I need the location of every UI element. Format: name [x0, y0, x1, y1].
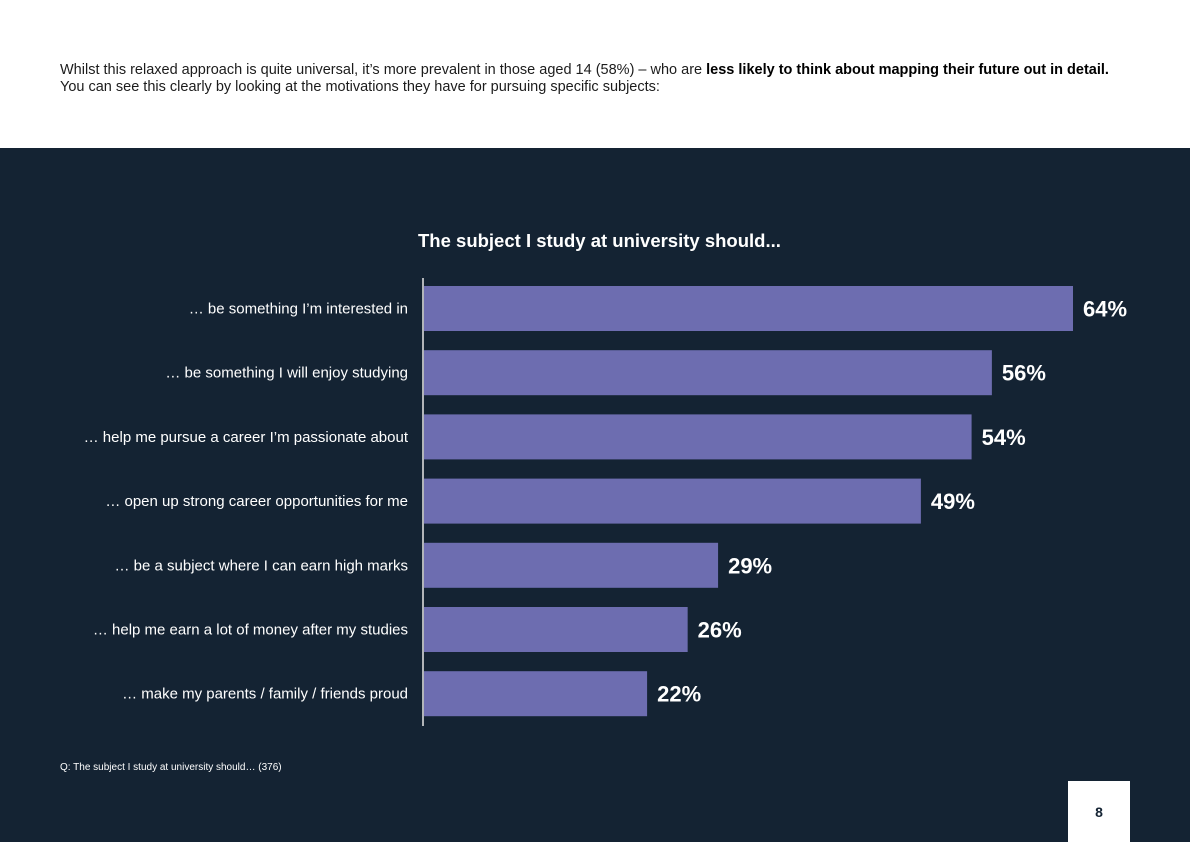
bar	[424, 542, 719, 588]
category-label: … help me earn a lot of money after my s…	[93, 622, 408, 639]
intro-text-line2: You can see this clearly by looking at t…	[60, 79, 660, 95]
intro-bold-text: less likely to think about mapping their…	[706, 62, 1109, 78]
value-label: 26%	[698, 618, 742, 643]
bar	[424, 478, 921, 524]
value-label: 56%	[1002, 361, 1046, 386]
value-label: 54%	[982, 425, 1026, 450]
intro-text: Whilst this relaxed approach is quite un…	[60, 62, 707, 78]
category-label: … open up strong career opportunities fo…	[105, 493, 408, 510]
category-label: … be something I will enjoy studying	[165, 365, 408, 382]
intro-paragraph: Whilst this relaxed approach is quite un…	[60, 62, 1140, 96]
value-label: 22%	[657, 682, 701, 707]
bar	[424, 607, 688, 652]
value-label: 64%	[1083, 297, 1127, 322]
value-label: 29%	[728, 553, 772, 578]
bar	[424, 286, 1073, 331]
bar	[424, 350, 992, 396]
category-label: … help me pursue a career I’m passionate…	[84, 429, 409, 446]
bar	[424, 671, 648, 717]
category-label: … be a subject where I can earn high mar…	[115, 557, 408, 574]
chart-title: The subject I study at university should…	[418, 230, 781, 251]
page-number: 8	[1095, 803, 1103, 820]
footnote: Q: The subject I study at university sho…	[60, 762, 282, 773]
category-label: … be something I’m interested in	[189, 301, 408, 318]
page-number-box: 8	[1068, 781, 1130, 842]
category-label: … make my parents / family / friends pro…	[122, 686, 408, 703]
bar	[424, 414, 972, 460]
value-label: 49%	[931, 489, 975, 514]
